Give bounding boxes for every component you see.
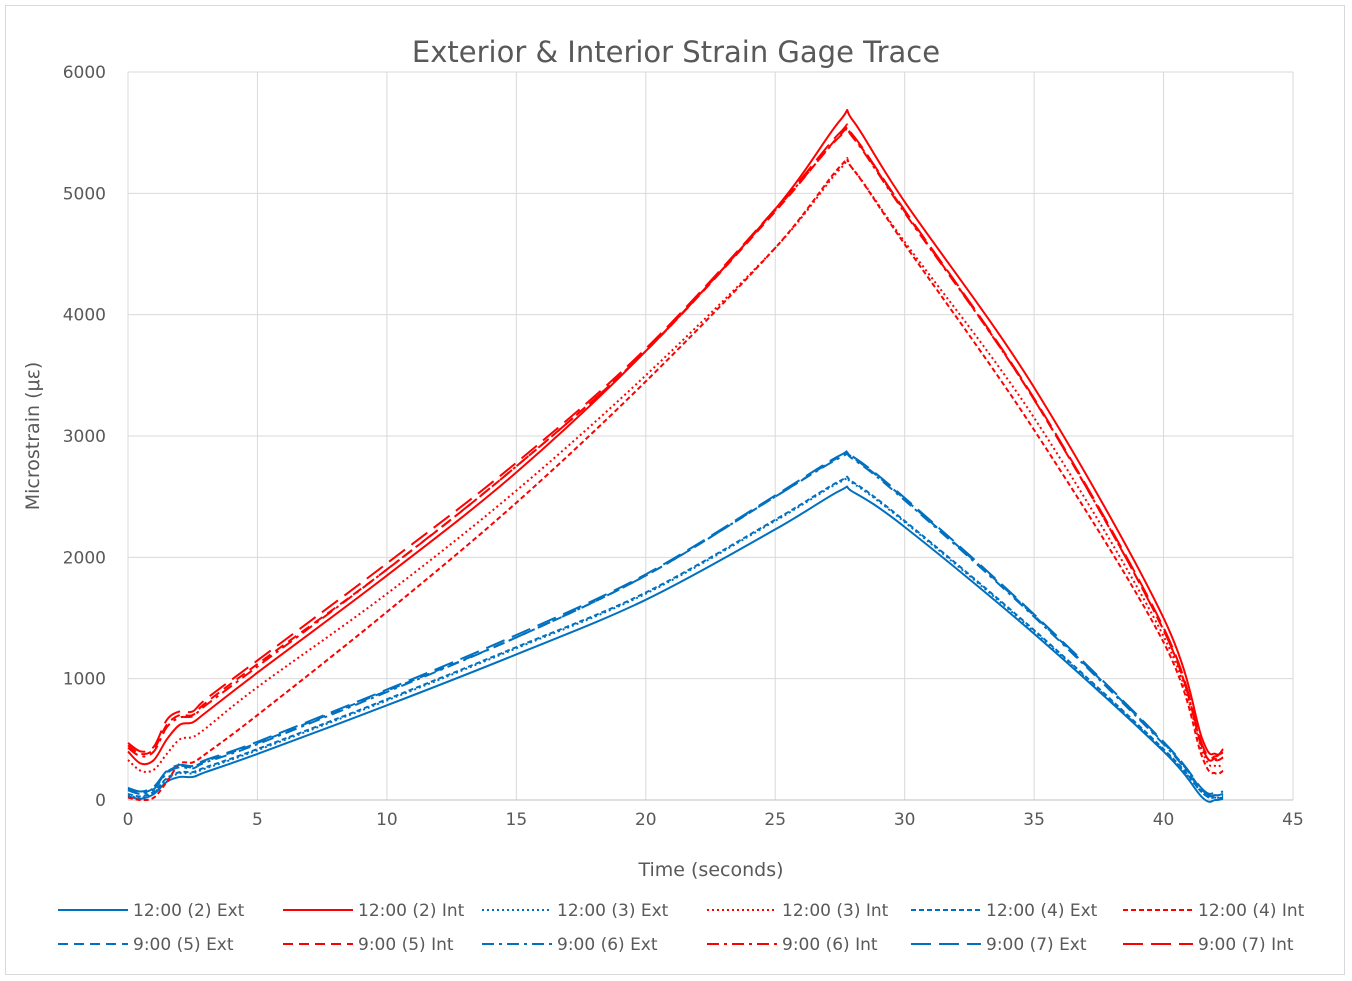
legend-item: 9:00 (7) Ext bbox=[911, 935, 1087, 955]
y-tick-label: 5000 bbox=[63, 184, 106, 204]
legend-label: 12:00 (4) Ext bbox=[986, 901, 1098, 921]
y-tick-label: 0 bbox=[95, 791, 106, 811]
legend-item: 9:00 (7) Int bbox=[1123, 935, 1294, 955]
legend-item: 9:00 (5) Int bbox=[283, 935, 454, 955]
x-tick-label: 20 bbox=[635, 810, 657, 830]
y-tick-label: 2000 bbox=[63, 548, 106, 568]
series-line-5 bbox=[127, 475, 1224, 799]
legend-item: 12:00 (3) Int bbox=[707, 901, 889, 921]
x-tick-label: 5 bbox=[252, 810, 263, 830]
chart-frame bbox=[5, 5, 1345, 975]
chart-title: Exterior & Interior Strain Gage Trace bbox=[412, 35, 940, 69]
legend-label: 9:00 (7) Int bbox=[1198, 935, 1294, 955]
x-tick-label: 15 bbox=[506, 810, 528, 830]
series-line-1 bbox=[127, 485, 1224, 803]
legend: 12:00 (2) Ext 12:00 (2) Int 12:00 (3) Ext 1… bbox=[58, 901, 1305, 955]
series-line-9 bbox=[127, 452, 1224, 798]
y-tick-label: 6000 bbox=[63, 63, 106, 83]
legend-label: 12:00 (2) Ext bbox=[133, 901, 245, 921]
legend-item: 9:00 (5) Ext bbox=[58, 935, 234, 955]
legend-label: 9:00 (6) Ext bbox=[557, 935, 658, 955]
legend-item: 12:00 (4) Ext bbox=[911, 901, 1098, 921]
legend-label: 12:00 (2) Int bbox=[358, 901, 465, 921]
tick-labels: 0 5 10 15 20 25 30 35 40 45 0 1000 2000 3000 4000 5000 6… bbox=[63, 63, 1304, 830]
x-tick-label: 45 bbox=[1282, 810, 1304, 830]
x-tick-label: 30 bbox=[894, 810, 916, 830]
legend-label: 9:00 (6) Int bbox=[782, 935, 878, 955]
x-tick-label: 40 bbox=[1153, 810, 1175, 830]
legend-label: 9:00 (5) Ext bbox=[133, 935, 234, 955]
legend-label: 12:00 (3) Int bbox=[782, 901, 889, 921]
series-line-12 bbox=[127, 123, 1224, 760]
y-tick-label: 4000 bbox=[63, 306, 106, 326]
series-line-11 bbox=[127, 449, 1224, 795]
series-line-2 bbox=[127, 108, 1224, 766]
y-axis-title: Microstrain (με) bbox=[22, 362, 44, 510]
x-tick-label: 10 bbox=[376, 810, 398, 830]
legend-label: 9:00 (5) Int bbox=[358, 935, 454, 955]
x-tick-label: 35 bbox=[1023, 810, 1045, 830]
series-line-10 bbox=[127, 126, 1224, 762]
y-tick-label: 1000 bbox=[63, 670, 106, 690]
legend-item: 12:00 (2) Ext bbox=[58, 901, 245, 921]
plot-area bbox=[127, 108, 1224, 803]
series-line-4 bbox=[127, 158, 1224, 773]
y-tick-label: 3000 bbox=[63, 427, 106, 447]
legend-item: 12:00 (3) Ext bbox=[482, 901, 669, 921]
legend-label: 12:00 (4) Int bbox=[1198, 901, 1305, 921]
x-axis-title: Time (seconds) bbox=[637, 859, 783, 881]
legend-item: 12:00 (4) Int bbox=[1123, 901, 1305, 921]
legend-item: 9:00 (6) Ext bbox=[482, 935, 658, 955]
legend-item: 12:00 (2) Int bbox=[283, 901, 465, 921]
series-line-8 bbox=[127, 125, 1224, 763]
gridlines bbox=[127, 71, 1294, 801]
legend-label: 12:00 (3) Ext bbox=[557, 901, 669, 921]
legend-label: 9:00 (7) Ext bbox=[986, 935, 1087, 955]
x-tick-label: 25 bbox=[764, 810, 786, 830]
series-line-7 bbox=[127, 451, 1224, 797]
x-tick-label: 0 bbox=[123, 810, 134, 830]
legend-item: 9:00 (6) Int bbox=[707, 935, 878, 955]
series-line-6 bbox=[127, 157, 1224, 802]
